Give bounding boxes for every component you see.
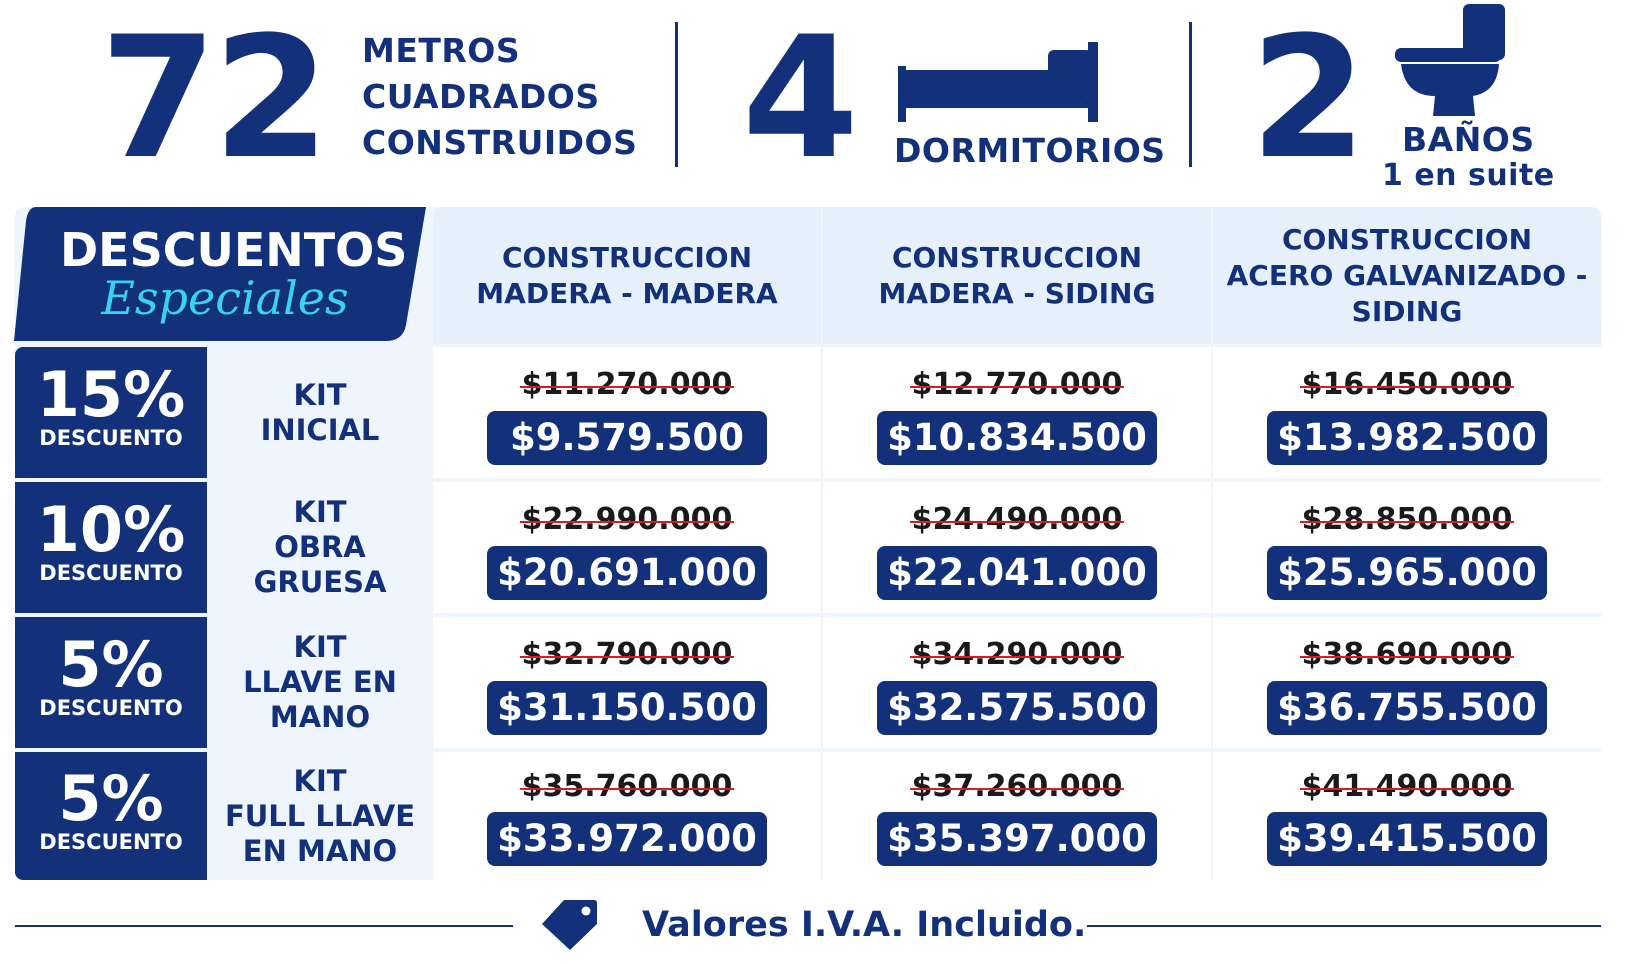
original-price: $12.770.000 (909, 367, 1124, 402)
kit-name-line: FULL LLAVE (224, 798, 416, 833)
discounted-price: $25.965.000 (1267, 546, 1547, 600)
original-price: $38.690.000 (1299, 637, 1514, 672)
divider (1189, 22, 1192, 167)
original-price: $28.850.000 (1299, 502, 1514, 537)
discount-badge-5: 5% DESCUENTO (15, 752, 207, 880)
discount-percent: 5% (58, 762, 164, 835)
discount-percent: 5% (58, 628, 164, 701)
discount-label: DESCUENTO (39, 830, 183, 854)
kit-name-obra-gruesa: KIT OBRA GRUESA (207, 482, 433, 613)
discounted-price: $22.041.000 (877, 546, 1157, 600)
original-price: $34.290.000 (909, 637, 1124, 672)
price-cell: $16.450.000 $13.982.500 (1213, 347, 1601, 478)
area-label-line: CONSTRUIDOS (362, 123, 638, 162)
bedrooms-number: 4 (742, 0, 859, 196)
price-cell: $35.760.000 $33.972.000 (433, 752, 821, 880)
original-price: $37.260.000 (909, 769, 1124, 804)
kit-name-line: KIT (293, 377, 347, 412)
bathrooms-label: BAÑOS (1402, 120, 1535, 159)
discounted-price: $33.972.000 (487, 812, 767, 866)
kit-name-line: INICIAL (260, 412, 380, 447)
discount-label: DESCUENTO (39, 426, 183, 450)
discount-badge-5: 5% DESCUENTO (15, 617, 207, 748)
discount-percent: 10% (36, 493, 186, 566)
price-cell: $32.790.000 $31.150.500 (433, 617, 821, 748)
footer-rule-left (15, 925, 513, 927)
price-cell: $38.690.000 $36.755.500 (1213, 617, 1601, 748)
kit-name-line: EN MANO (242, 833, 398, 868)
column-header-line: CONSTRUCCION (501, 240, 753, 274)
discount-badge-15: 15% DESCUENTO (15, 347, 207, 478)
bathrooms-number: 2 (1250, 0, 1367, 196)
discounted-price: $36.755.500 (1267, 681, 1547, 735)
column-header-line: ACERO GALVANIZADO - (1226, 258, 1588, 292)
column-header-line: MADERA - MADERA (476, 276, 778, 310)
area-label-line: METROS (362, 31, 521, 70)
discounted-price: $9.579.500 (487, 411, 767, 465)
area-label-line: CUADRADOS (362, 77, 600, 116)
discount-label: DESCUENTO (39, 561, 183, 585)
discounted-price: $13.982.500 (1267, 411, 1547, 465)
original-price: $22.990.000 (519, 502, 734, 537)
price-cell: $22.990.000 $20.691.000 (433, 482, 821, 613)
footer-rule-right (1087, 925, 1601, 927)
original-price: $11.270.000 (519, 367, 734, 402)
discounted-price: $39.415.500 (1267, 812, 1547, 866)
column-header-line: CONSTRUCCION (1281, 222, 1533, 256)
area-number: 72 (100, 0, 330, 196)
price-cell: $12.770.000 $10.834.500 (823, 347, 1211, 478)
kit-name-line: KIT (293, 763, 347, 798)
original-price: $24.490.000 (909, 502, 1124, 537)
bedrooms-label: DORMITORIOS (894, 131, 1166, 170)
discounted-price: $32.575.500 (877, 681, 1157, 735)
kit-name-inicial: KIT INICIAL (207, 347, 433, 478)
price-cell: $11.270.000 $9.579.500 (433, 347, 821, 478)
price-cell: $24.490.000 $22.041.000 (823, 482, 1211, 613)
footer-note: Valores I.V.A. Incluido. (642, 905, 1087, 945)
kit-name-line: GRUESA (253, 565, 387, 599)
column-header-madera-madera: CONSTRUCCION MADERA - MADERA (433, 207, 821, 344)
kit-name-line: KIT (293, 630, 347, 664)
discounted-price: $31.150.500 (487, 681, 767, 735)
discount-badge-10: 10% DESCUENTO (15, 482, 207, 613)
kit-name-llave-en-mano: KIT LLAVE EN MANO (207, 617, 433, 748)
column-header-madera-siding: CONSTRUCCION MADERA - SIDING (823, 207, 1211, 344)
original-price: $32.790.000 (519, 637, 734, 672)
bed-icon (898, 42, 1098, 122)
toilet-icon (1395, 4, 1505, 116)
price-cell: $34.290.000 $32.575.500 (823, 617, 1211, 748)
kit-name-full-llave-en-mano: KIT FULL LLAVE EN MANO (207, 752, 433, 880)
discounted-price: $20.691.000 (487, 546, 767, 600)
kit-name-line: OBRA (274, 530, 366, 564)
column-header-line: MADERA - SIDING (878, 276, 1156, 310)
discount-label: DESCUENTO (39, 696, 183, 720)
price-cell: $41.490.000 $39.415.500 (1213, 752, 1601, 880)
discounted-price: $35.397.000 (877, 812, 1157, 866)
banner-subtitle: Especiales (101, 271, 349, 325)
price-cell: $37.260.000 $35.397.000 (823, 752, 1211, 880)
original-price: $41.490.000 (1299, 769, 1514, 804)
column-header-line: SIDING (1351, 294, 1463, 328)
discounted-price: $10.834.500 (877, 411, 1157, 465)
price-cell: $28.850.000 $25.965.000 (1213, 482, 1601, 613)
banner-shape (14, 207, 426, 341)
original-price: $35.760.000 (519, 769, 734, 804)
column-header-acero-siding: CONSTRUCCION ACERO GALVANIZADO - SIDING (1213, 207, 1601, 344)
price-tag-icon (542, 900, 597, 950)
kit-name-line: KIT (293, 495, 347, 529)
discount-percent: 15% (36, 358, 186, 431)
column-header-line: CONSTRUCCION (891, 240, 1143, 274)
bathrooms-sublabel: 1 en suite (1382, 158, 1555, 193)
banner-title: DESCUENTOS (60, 223, 408, 277)
area-label: METROS CUADRADOS CONSTRUIDOS (362, 28, 637, 166)
original-price: $16.450.000 (1299, 367, 1514, 402)
divider (675, 22, 678, 167)
kit-name-line: MANO (269, 700, 371, 734)
kit-name-line: LLAVE EN (243, 665, 397, 699)
